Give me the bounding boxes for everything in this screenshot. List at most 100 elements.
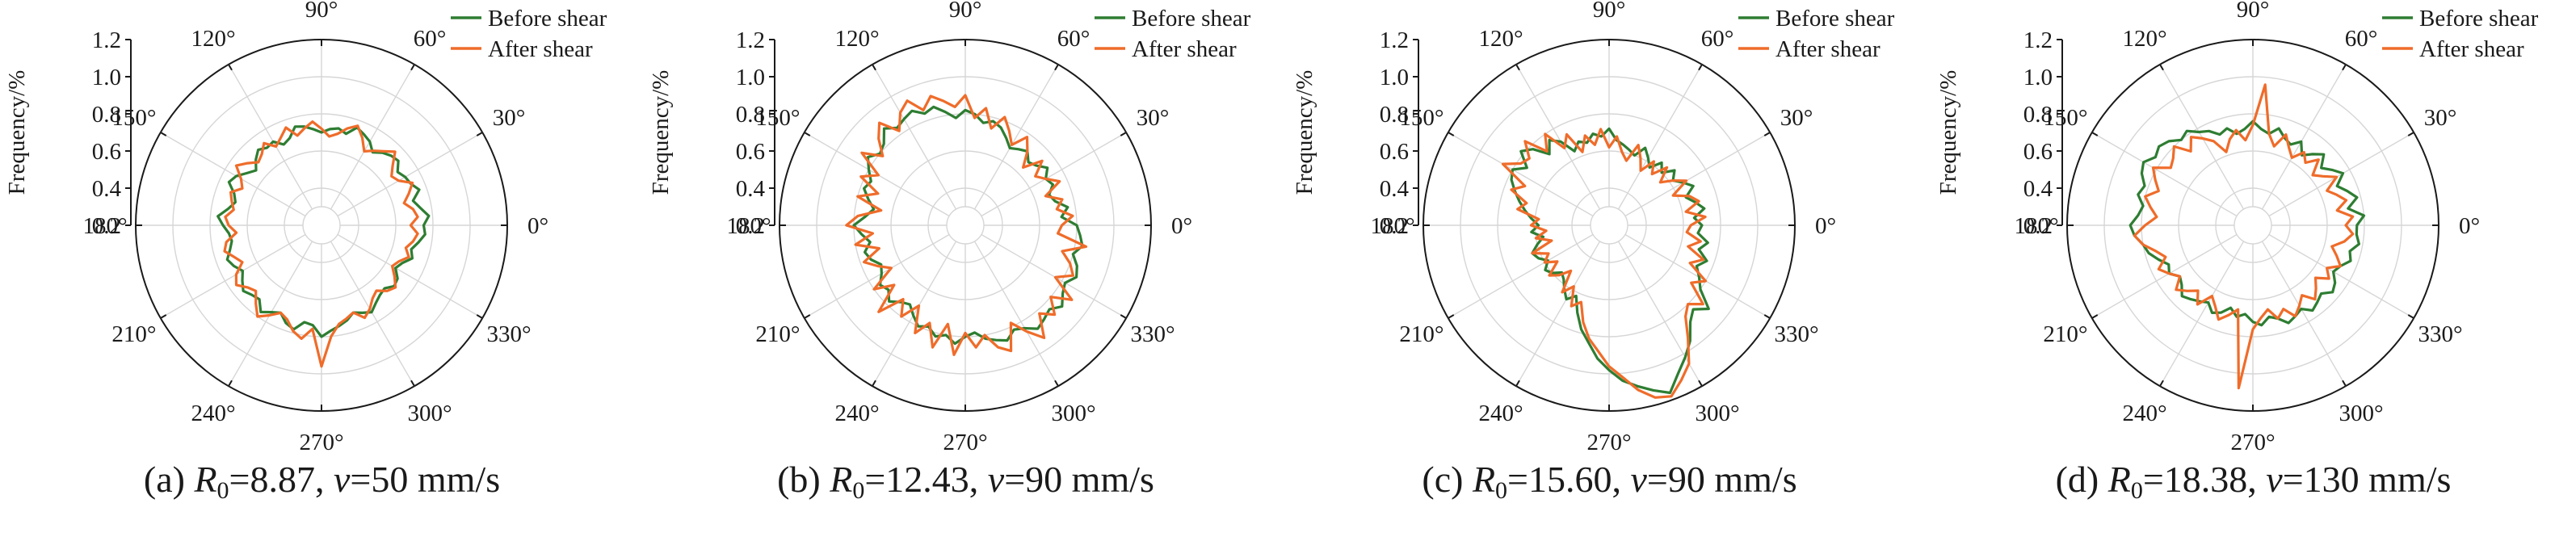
- theta-tick: [228, 64, 233, 71]
- theta-tick-label: 240°: [834, 401, 879, 426]
- theta-tick: [804, 314, 811, 319]
- r-tick-label: 0.4: [736, 176, 766, 202]
- theta-tick-label: 270°: [299, 430, 343, 452]
- caption-r-symbol: R: [194, 459, 217, 500]
- theta-tick-label: 210°: [111, 321, 156, 347]
- r-tick-label: 0.2: [92, 213, 121, 239]
- r-tick-label: 0.4: [1380, 176, 1410, 202]
- theta-tick-label: 180°: [2014, 213, 2058, 239]
- r-tick-label: 0.6: [1380, 139, 1409, 165]
- panel-c: 0° 30° 60° 90° 120° 150° 180° 210° 240° 270° 300° 3…: [1288, 0, 1931, 541]
- theta-tick: [872, 380, 876, 387]
- theta-tick-label: 330°: [1131, 321, 1175, 347]
- polar-inner-ring: [302, 206, 341, 245]
- theta-tick-label: 150°: [111, 105, 156, 131]
- r-axis-label: Frequency/%: [1292, 70, 1317, 195]
- r-tick-label: 0.8: [92, 102, 121, 128]
- theta-tick-label: 120°: [191, 26, 235, 52]
- theta-tick: [476, 314, 483, 319]
- r-axis-label: Frequency/%: [4, 70, 30, 195]
- caption-v-value: =90 mm/s: [1646, 459, 1797, 500]
- theta-tick-label: 60°: [1057, 26, 1090, 52]
- theta-tick: [872, 64, 876, 71]
- theta-tick-label: 90°: [305, 0, 338, 23]
- theta-tick-label: 210°: [2043, 321, 2087, 347]
- theta-tick-label: 150°: [1399, 105, 1443, 131]
- theta-tick: [1698, 64, 1703, 71]
- legend-label: After shear: [1775, 36, 1881, 62]
- polar-spoke: [804, 233, 950, 319]
- series-line-after-shear: [2133, 83, 2355, 390]
- polar-chart-c: 0° 30° 60° 90° 120° 150° 180° 210° 240° 270° 300° 3…: [1292, 0, 1895, 452]
- r-tick-label: 1.2: [736, 27, 765, 53]
- series-line-before-shear: [2128, 120, 2366, 327]
- caption-c: (c) R0=15.60, v=90 mm/s: [1288, 457, 1931, 503]
- series-line-after-shear: [845, 94, 1088, 356]
- polar-spoke: [872, 241, 957, 387]
- theta-tick-label: 30°: [493, 105, 526, 131]
- caption-r-value: =18.38,: [2142, 459, 2267, 500]
- theta-tick-label: 90°: [2237, 0, 2270, 23]
- series-line-after-shear: [1501, 128, 1708, 399]
- polar-spoke: [2159, 241, 2245, 387]
- r-tick-label: 0.6: [2023, 139, 2053, 165]
- theta-tick-label: 0°: [527, 213, 548, 239]
- polar-chart-b: 0° 30° 60° 90° 120° 150° 180° 210° 240° 270° 300° 3…: [648, 0, 1251, 452]
- theta-tick-label: 180°: [1370, 213, 1414, 239]
- theta-tick-label: 300°: [1051, 401, 1095, 426]
- r-axis-label: Frequency/%: [1935, 70, 1961, 195]
- theta-tick: [2159, 380, 2164, 387]
- theta-tick: [804, 132, 811, 136]
- theta-tick-label: 300°: [1695, 401, 1739, 426]
- r-tick-label: 0.8: [1380, 102, 1409, 128]
- r-tick-label: 1.2: [1380, 27, 1409, 53]
- r-tick-label: 1.0: [2023, 65, 2053, 90]
- theta-tick: [2091, 314, 2099, 319]
- caption-r-subscript: 0: [216, 477, 229, 504]
- caption-v-symbol: v: [987, 459, 1005, 500]
- polar-spoke: [973, 64, 1059, 210]
- theta-tick-label: 0°: [2459, 213, 2480, 239]
- caption-b: (b) R0=12.43, v=90 mm/s: [644, 457, 1288, 503]
- r-tick-label: 0.4: [2023, 176, 2053, 202]
- theta-tick-label: 270°: [943, 430, 987, 452]
- caption-r-symbol: R: [1472, 459, 1496, 500]
- series-line-before-shear: [852, 105, 1084, 346]
- polar-spoke: [1624, 132, 1771, 217]
- polar-spoke: [330, 64, 415, 210]
- caption-label: (d): [2055, 459, 2108, 500]
- theta-tick-label: 60°: [1701, 26, 1734, 52]
- theta-tick: [160, 132, 167, 136]
- theta-tick: [1515, 380, 1520, 387]
- caption-r-symbol: R: [830, 459, 853, 500]
- series-line-before-shear: [216, 125, 431, 338]
- panel-d: 0° 30° 60° 90° 120° 150° 180° 210° 240° 270° 300° 3…: [1931, 0, 2575, 541]
- polar-spoke: [981, 233, 1127, 319]
- polar-spoke: [1448, 233, 1594, 319]
- caption-v-symbol: v: [2266, 459, 2283, 500]
- r-tick-label: 1.0: [736, 65, 765, 90]
- polar-inner-ring: [2234, 206, 2272, 245]
- theta-tick-label: 90°: [1593, 0, 1626, 23]
- polar-spoke: [1515, 64, 1601, 210]
- theta-tick: [1448, 132, 1455, 136]
- theta-tick: [410, 380, 415, 387]
- theta-tick: [1120, 314, 1127, 319]
- theta-tick-label: 90°: [949, 0, 982, 23]
- theta-tick-label: 60°: [2345, 26, 2378, 52]
- polar-spoke: [330, 241, 415, 387]
- polar-spoke: [2159, 64, 2245, 210]
- legend-label: After shear: [1132, 36, 1237, 62]
- caption-v-symbol: v: [334, 459, 351, 500]
- polar-spoke: [228, 64, 313, 210]
- caption-d: (d) R0=18.38, v=130 mm/s: [1931, 457, 2575, 503]
- theta-tick-label: 240°: [1478, 401, 1523, 426]
- caption-r-symbol: R: [2107, 459, 2131, 500]
- theta-tick-label: 210°: [1399, 321, 1443, 347]
- theta-tick: [2159, 64, 2164, 71]
- theta-tick-label: 0°: [1815, 213, 1836, 239]
- r-tick-label: 0.8: [2023, 102, 2053, 128]
- theta-tick-label: 300°: [2339, 401, 2383, 426]
- theta-tick: [2342, 380, 2347, 387]
